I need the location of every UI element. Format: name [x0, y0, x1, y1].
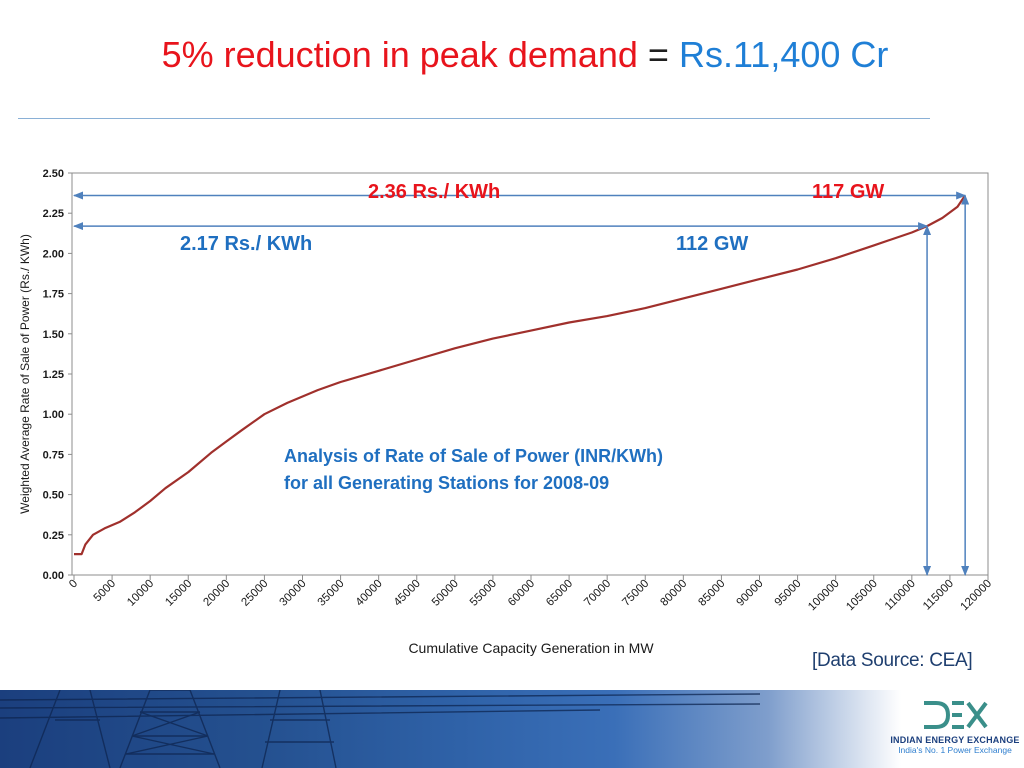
title-part-1: 5% reduction in peak demand	[161, 34, 638, 75]
annotation-cap-low: 112 GW	[676, 233, 748, 255]
x-tick-label: 55000	[468, 578, 499, 609]
annotation-rate-low: 2.17 Rs./ KWh	[180, 233, 312, 255]
y-tick-label: 1.50	[43, 329, 64, 341]
y-tick-label: 1.75	[43, 289, 64, 301]
x-tick-label: 40000	[354, 578, 385, 609]
annotation-rate-high: 2.36 Rs./ KWh	[368, 181, 500, 203]
y-tick-label: 2.00	[43, 248, 64, 260]
x-tick-label: 50000	[430, 578, 461, 609]
x-tick-label: 35000	[316, 578, 347, 609]
x-tick-label: 70000	[582, 578, 613, 609]
y-tick-label: 2.50	[43, 168, 64, 180]
rate-chart: 0.00 0.25 0.50 0.75 1.00 1.25 1.50 1.75 2.00 2.25…	[18, 168, 994, 656]
x-tick-label: 5000	[92, 578, 119, 605]
logo-brand-name: INDIAN ENERGY EXCHANGE	[890, 735, 1020, 745]
x-tick-label: 30000	[278, 578, 309, 609]
slide-title: 5% reduction in peak demand = Rs.11,400 …	[0, 34, 1024, 76]
iex-logo-mark	[924, 701, 988, 729]
series-layer	[74, 194, 967, 556]
analysis-note-line-2: for all Generating Stations for 2008-09	[284, 473, 609, 493]
iex-logo: INDIAN ENERGY EXCHANGE India's No. 1 Pow…	[890, 697, 1020, 767]
x-tick-label: 80000	[658, 578, 689, 609]
y-tick-label: 1.00	[43, 409, 64, 421]
title-equals: =	[637, 34, 679, 75]
annotation-arrows	[73, 191, 970, 576]
x-tick-label: 115000	[921, 578, 956, 613]
x-tick-label: 85000	[696, 578, 727, 609]
x-tick-label: 95000	[773, 578, 804, 609]
x-axis: 0 5000 10000 15000 20000 25000 30000 35000 40000…	[67, 575, 994, 613]
footer-banner	[0, 690, 1024, 768]
title-value: Rs.11,400 Cr	[678, 34, 889, 75]
x-tick-label: 75000	[620, 578, 651, 609]
x-tick-label: 60000	[506, 578, 537, 609]
x-tick-label: 110000	[883, 578, 918, 613]
x-tick-label: 25000	[239, 578, 270, 609]
x-tick-label: 100000	[806, 578, 842, 614]
x-tick-label: 120000	[959, 578, 995, 614]
x-tick-label: 45000	[392, 578, 423, 609]
transmission-tower-graphic	[0, 690, 760, 768]
x-tick-label: 20000	[201, 578, 232, 609]
y-tick-label: 0.50	[43, 490, 64, 502]
y-tick-label: 0.25	[43, 530, 64, 542]
x-tick-label: 105000	[844, 578, 880, 614]
y-tick-label: 1.25	[43, 369, 64, 381]
data-source: [Data Source: CEA]	[812, 650, 973, 671]
x-tick-label: 10000	[125, 578, 156, 609]
series-line	[74, 194, 967, 556]
y-tick-label: 2.25	[43, 208, 64, 220]
x-axis-label: Cumulative Capacity Generation in MW	[408, 640, 654, 656]
x-tick-label: 65000	[544, 578, 575, 609]
y-axis-label: Weighted Average Rate of Sale of Power (…	[18, 234, 32, 514]
y-axis: 0.00 0.25 0.50 0.75 1.00 1.25 1.50 1.75 2.00 2.25…	[43, 168, 72, 582]
x-tick-label: 15000	[163, 578, 194, 609]
x-tick-label: 90000	[735, 578, 766, 609]
annotation-cap-high: 117 GW	[812, 181, 884, 203]
title-divider	[18, 118, 930, 119]
logo-tagline: India's No. 1 Power Exchange	[898, 745, 1012, 755]
y-tick-label: 0.75	[43, 449, 64, 461]
analysis-note-line-1: Analysis of Rate of Sale of Power (INR/K…	[284, 446, 663, 466]
y-tick-label: 0.00	[43, 570, 64, 582]
